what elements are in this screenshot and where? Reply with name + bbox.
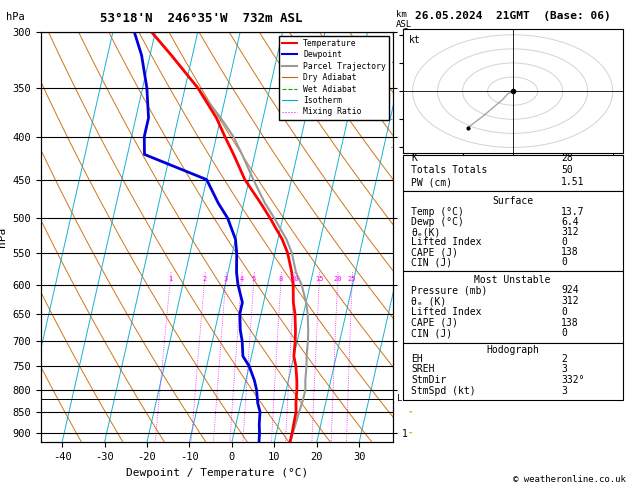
Text: kt: kt: [409, 35, 421, 45]
Text: 0: 0: [561, 329, 567, 338]
Text: 20: 20: [333, 276, 342, 281]
Text: Pressure (mb): Pressure (mb): [411, 285, 487, 295]
Text: 8: 8: [279, 276, 283, 281]
Text: 2: 2: [561, 353, 567, 364]
Text: 332°: 332°: [561, 375, 584, 385]
Text: 50: 50: [561, 165, 573, 175]
Text: 53°18'N  246°35'W  732m ASL: 53°18'N 246°35'W 732m ASL: [100, 12, 303, 25]
Text: 3: 3: [223, 276, 228, 281]
Text: θₑ (K): θₑ (K): [411, 296, 447, 306]
Text: K: K: [411, 153, 417, 163]
Text: Hodograph: Hodograph: [486, 345, 539, 355]
Text: 312: 312: [561, 296, 579, 306]
Text: 28: 28: [561, 153, 573, 163]
Text: 0: 0: [561, 237, 567, 247]
Text: 26.05.2024  21GMT  (Base: 06): 26.05.2024 21GMT (Base: 06): [415, 11, 611, 21]
Text: PW (cm): PW (cm): [411, 177, 452, 188]
Text: © weatheronline.co.uk: © weatheronline.co.uk: [513, 474, 626, 484]
Text: 2: 2: [203, 276, 206, 281]
Legend: Temperature, Dewpoint, Parcel Trajectory, Dry Adiabat, Wet Adiabat, Isotherm, Mi: Temperature, Dewpoint, Parcel Trajectory…: [279, 35, 389, 120]
Text: 138: 138: [561, 318, 579, 328]
Text: 5: 5: [252, 276, 256, 281]
Text: Lifted Index: Lifted Index: [411, 237, 482, 247]
Text: Most Unstable: Most Unstable: [474, 275, 551, 285]
Text: StmDir: StmDir: [411, 375, 447, 385]
Text: EH: EH: [411, 353, 423, 364]
Text: km
ASL: km ASL: [396, 11, 413, 29]
Text: 1.51: 1.51: [561, 177, 584, 188]
Text: 3: 3: [561, 386, 567, 396]
Text: 924: 924: [561, 285, 579, 295]
Text: Temp (°C): Temp (°C): [411, 207, 464, 217]
Text: 0: 0: [561, 307, 567, 317]
Text: CAPE (J): CAPE (J): [411, 247, 459, 257]
Text: CIN (J): CIN (J): [411, 329, 452, 338]
Text: 312: 312: [561, 227, 579, 237]
Text: 1: 1: [168, 276, 172, 281]
Text: 6.4: 6.4: [561, 217, 579, 227]
Text: 25: 25: [348, 276, 357, 281]
Text: CAPE (J): CAPE (J): [411, 318, 459, 328]
Text: SREH: SREH: [411, 364, 435, 374]
Text: Lifted Index: Lifted Index: [411, 307, 482, 317]
Text: Dewp (°C): Dewp (°C): [411, 217, 464, 227]
Text: 13.7: 13.7: [561, 207, 584, 217]
Text: hPa: hPa: [6, 12, 25, 22]
Text: 3: 3: [561, 364, 567, 374]
Text: 138: 138: [561, 247, 579, 257]
Text: Totals Totals: Totals Totals: [411, 165, 487, 175]
Text: 0: 0: [561, 257, 567, 267]
X-axis label: Dewpoint / Temperature (°C): Dewpoint / Temperature (°C): [126, 468, 308, 478]
Y-axis label: hPa: hPa: [0, 227, 7, 247]
Text: 4: 4: [239, 276, 243, 281]
Text: CIN (J): CIN (J): [411, 257, 452, 267]
Text: LCL: LCL: [397, 394, 413, 403]
Text: θₑ(K): θₑ(K): [411, 227, 441, 237]
Text: 15: 15: [315, 276, 323, 281]
Text: 10: 10: [290, 276, 299, 281]
Text: StmSpd (kt): StmSpd (kt): [411, 386, 476, 396]
Text: Surface: Surface: [492, 196, 533, 206]
